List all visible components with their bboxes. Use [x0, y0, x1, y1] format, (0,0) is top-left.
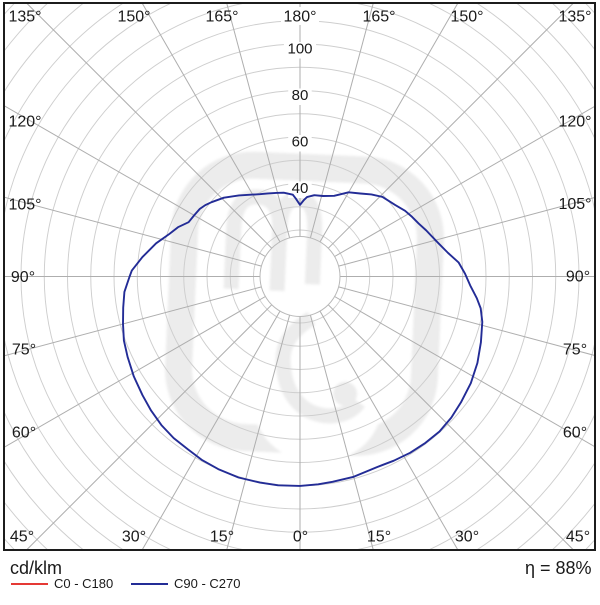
- svg-text:90°: 90°: [11, 269, 35, 286]
- svg-text:45°: 45°: [10, 529, 34, 546]
- svg-text:165°: 165°: [362, 9, 395, 26]
- svg-text:80: 80: [292, 87, 309, 104]
- svg-text:C0 - C180: C0 - C180: [54, 576, 113, 591]
- svg-text:60: 60: [292, 134, 309, 151]
- svg-text:60°: 60°: [563, 425, 587, 442]
- svg-text:15°: 15°: [210, 529, 234, 546]
- svg-text:105°: 105°: [8, 197, 41, 214]
- svg-text:cd/klm: cd/klm: [10, 558, 62, 578]
- svg-text:135°: 135°: [8, 9, 41, 26]
- svg-text:90°: 90°: [566, 269, 590, 286]
- svg-text:η = 88%: η = 88%: [525, 558, 592, 578]
- svg-text:75°: 75°: [12, 342, 36, 359]
- svg-text:150°: 150°: [117, 9, 150, 26]
- svg-text:60°: 60°: [12, 425, 36, 442]
- svg-text:30°: 30°: [455, 529, 479, 546]
- svg-text:100: 100: [287, 41, 312, 58]
- svg-text:45°: 45°: [566, 529, 590, 546]
- svg-text:40: 40: [292, 180, 309, 197]
- svg-text:165°: 165°: [205, 9, 238, 26]
- svg-text:180°: 180°: [283, 9, 316, 26]
- svg-text:135°: 135°: [558, 9, 591, 26]
- svg-text:120°: 120°: [8, 114, 41, 131]
- svg-text:30°: 30°: [122, 529, 146, 546]
- svg-text:120°: 120°: [558, 114, 591, 131]
- svg-text:150°: 150°: [450, 9, 483, 26]
- svg-text:0°: 0°: [293, 529, 308, 546]
- svg-text:15°: 15°: [367, 529, 391, 546]
- svg-text:C90 - C270: C90 - C270: [174, 576, 240, 591]
- svg-text:105°: 105°: [558, 196, 591, 213]
- svg-text:75°: 75°: [563, 342, 587, 359]
